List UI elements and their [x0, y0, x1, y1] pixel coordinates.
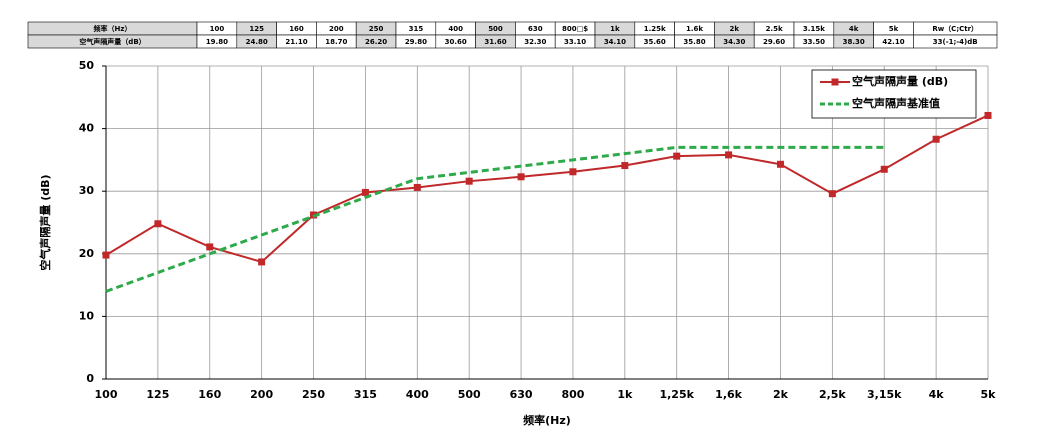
x-tick-label: 200: [250, 388, 273, 401]
legend-label: 空气声隔声基准值: [852, 96, 940, 110]
legend-label: 空气声隔声量 (dB): [852, 74, 948, 88]
data-point: [621, 162, 629, 170]
x-tick-label: 160: [198, 388, 221, 401]
data-point: [828, 190, 836, 198]
legend: 空气声隔声量 (dB) 空气声隔声基准值: [811, 69, 977, 119]
y-tick-label: 10: [79, 309, 95, 322]
data-point: [984, 111, 992, 119]
x-tick-label: 1,6k: [715, 388, 742, 401]
cell-text: 30.60: [445, 38, 467, 46]
x-tick-label: 500: [458, 388, 481, 401]
x-tick-label: 630: [510, 388, 533, 401]
cell-text: 500: [488, 25, 503, 33]
data-point: [569, 168, 577, 176]
data-point: [154, 220, 162, 228]
cell-text: 19.80: [206, 38, 228, 46]
cell-text: 21.10: [285, 38, 307, 46]
cell-text: 35.80: [683, 38, 705, 46]
cell-text: 33.10: [564, 38, 586, 46]
data-point: [776, 160, 784, 168]
x-tick-label: 250: [302, 388, 325, 401]
data-point: [465, 177, 473, 185]
cell-text: 42.10: [882, 38, 904, 46]
cell-text: 5k: [889, 25, 899, 33]
cell-text: 800□$: [562, 25, 588, 33]
cell-text: Rw（C;Ctr）: [932, 25, 978, 33]
cell-text: 空气声隔声量（dB）: [79, 37, 145, 46]
cell-text: 250: [369, 25, 384, 33]
x-axis-title: 频率(Hz): [523, 413, 571, 427]
x-tick-label: 3,15k: [867, 388, 902, 401]
cell-text: 24.80: [246, 38, 268, 46]
data-point: [413, 183, 421, 191]
cell-text: 1.25k: [644, 25, 666, 33]
x-tick-label: 2k: [773, 388, 789, 401]
data-point: [725, 151, 733, 159]
y-tick-label: 40: [79, 122, 95, 135]
y-tick-label: 0: [86, 372, 94, 385]
data-point: [517, 173, 525, 181]
y-tick-label: 20: [79, 247, 95, 260]
x-tick-label: 4k: [929, 388, 945, 401]
cell-text: 33(-1;-4)dB: [933, 38, 978, 46]
cell-text: 35.60: [644, 38, 666, 46]
series-line: [105, 114, 989, 264]
cell-text: 3.15k: [803, 25, 825, 33]
cell-text: 29.60: [763, 38, 785, 46]
cell-text: 4k: [849, 25, 859, 33]
legend-marker: [831, 78, 839, 86]
cell-text: 400: [448, 25, 463, 33]
cell-text: 2k: [730, 25, 740, 33]
series-line: [105, 145, 885, 293]
cell-text: 18.70: [325, 38, 347, 46]
cell-text: 315: [409, 25, 424, 33]
cell-text: 26.20: [365, 38, 387, 46]
x-tick-label: 1,25k: [659, 388, 694, 401]
cell-text: 34.10: [604, 38, 626, 46]
x-tick-label: 2,5k: [819, 388, 846, 401]
cell-text: 200: [329, 25, 344, 33]
data-point: [206, 243, 214, 251]
y-tick-label: 50: [79, 59, 95, 72]
cell-text: 2.5k: [766, 25, 783, 33]
data-point: [361, 188, 369, 196]
data-point: [258, 258, 266, 266]
cell-text: 630: [528, 25, 543, 33]
cell-text: 频率（Hz）: [94, 24, 132, 33]
data-point: [880, 165, 888, 173]
table-cell: [913, 34, 998, 49]
data-point: [932, 135, 940, 143]
x-tick-label: 5k: [981, 388, 997, 401]
cell-text: 34.30: [723, 38, 745, 46]
data-table: 频率（Hz） 100 125 160 200 250 315 400 500 630 800□$ 1k…: [27, 21, 998, 49]
cell-text: 32.30: [524, 38, 546, 46]
cell-text: 125: [249, 25, 264, 33]
chart: 0 10 20 30 40 50 100 125 160 200 250 315 400 500 630 80…: [38, 59, 996, 427]
data-point: [673, 152, 681, 160]
y-axis-title: 空气声隔声量 (dB): [38, 174, 52, 270]
y-tick-label: 30: [79, 184, 95, 197]
x-tick-label: 125: [146, 388, 169, 401]
x-tick-label: 400: [406, 388, 429, 401]
cell-text: 1.6k: [686, 25, 703, 33]
cell-text: 33.50: [803, 38, 825, 46]
x-tick-label: 315: [354, 388, 377, 401]
x-tick-label: 1k: [617, 388, 633, 401]
cell-text: 160: [289, 25, 304, 33]
cell-text: 38.30: [843, 38, 865, 46]
cell-text: 31.60: [484, 38, 506, 46]
cell-text: 100: [210, 25, 225, 33]
legend-box: [811, 69, 977, 119]
x-tick-label: 800: [561, 388, 584, 401]
data-point: [102, 251, 110, 259]
cell-text: 29.80: [405, 38, 427, 46]
cell-text: 1k: [610, 25, 620, 33]
x-tick-label: 100: [95, 388, 118, 401]
